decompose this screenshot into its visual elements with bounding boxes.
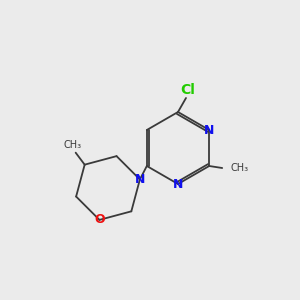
Text: CH₃: CH₃ <box>64 140 82 150</box>
Text: CH₃: CH₃ <box>230 163 248 173</box>
Text: O: O <box>94 213 105 226</box>
Text: N: N <box>135 173 145 186</box>
Text: Cl: Cl <box>181 83 195 97</box>
Text: N: N <box>204 124 214 136</box>
Text: N: N <box>173 178 183 190</box>
